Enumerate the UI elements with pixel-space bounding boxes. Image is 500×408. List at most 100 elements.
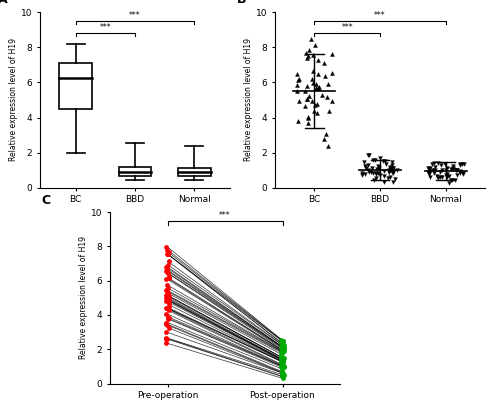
Point — [279, 373, 287, 380]
Point — [162, 311, 170, 317]
Point — [301, 103, 309, 110]
Point — [434, 160, 442, 166]
Point — [304, 47, 312, 53]
Point — [162, 321, 170, 328]
Point — [277, 340, 285, 347]
Point — [277, 337, 285, 344]
Point — [390, 165, 398, 171]
Point — [384, 167, 392, 173]
Point — [456, 168, 464, 174]
Point — [164, 270, 172, 276]
Point — [162, 329, 170, 336]
Point — [456, 162, 464, 169]
Point — [302, 49, 310, 56]
Point — [390, 175, 398, 182]
Point — [278, 337, 286, 344]
Point — [448, 177, 456, 183]
Point — [369, 157, 377, 163]
Point — [303, 55, 311, 61]
Text: B: B — [237, 0, 246, 7]
Point — [370, 157, 378, 163]
Point — [459, 170, 467, 176]
Point — [362, 165, 370, 172]
Point — [314, 85, 322, 92]
Point — [278, 357, 285, 364]
Point — [452, 167, 460, 173]
Point — [385, 169, 393, 175]
Point — [162, 264, 170, 270]
Point — [328, 97, 336, 104]
Point — [293, 71, 301, 78]
Point — [320, 60, 328, 66]
Point — [458, 160, 466, 167]
Point — [304, 53, 312, 60]
Y-axis label: Relative expression level of H19: Relative expression level of H19 — [244, 38, 253, 162]
Point — [361, 163, 369, 169]
Point — [374, 170, 382, 176]
Point — [385, 169, 393, 175]
Point — [280, 363, 288, 370]
Point — [424, 164, 432, 171]
Point — [278, 346, 286, 353]
Point — [279, 375, 287, 381]
Point — [278, 359, 285, 365]
Point — [164, 285, 172, 291]
Point — [387, 166, 395, 172]
Point — [164, 274, 172, 280]
Point — [449, 165, 457, 172]
Point — [310, 52, 318, 58]
Point — [164, 293, 172, 299]
FancyBboxPatch shape — [60, 63, 92, 109]
Point — [386, 164, 394, 171]
Point — [361, 171, 369, 177]
Point — [310, 108, 318, 115]
Point — [425, 166, 433, 173]
Point — [162, 340, 170, 346]
Point — [162, 319, 170, 326]
Point — [388, 162, 396, 168]
Point — [277, 344, 285, 350]
Point — [458, 171, 466, 178]
Point — [162, 298, 170, 305]
Point — [164, 251, 172, 257]
Point — [308, 75, 316, 82]
Point — [376, 165, 384, 171]
Point — [372, 175, 380, 181]
Point — [278, 363, 285, 370]
Point — [451, 177, 459, 184]
Point — [446, 166, 454, 172]
Point — [389, 169, 397, 175]
Point — [278, 341, 286, 347]
Point — [164, 290, 172, 296]
Point — [388, 158, 396, 165]
Point — [438, 174, 446, 180]
Point — [162, 244, 170, 250]
Point — [164, 258, 172, 264]
Point — [280, 371, 288, 378]
Point — [389, 179, 397, 185]
Point — [314, 71, 322, 77]
Point — [164, 315, 172, 322]
Point — [162, 268, 170, 274]
Point — [358, 171, 366, 178]
Point — [430, 170, 438, 177]
Point — [374, 162, 382, 169]
Point — [162, 276, 170, 283]
Point — [294, 77, 302, 83]
Point — [318, 92, 326, 98]
Point — [280, 359, 287, 365]
Point — [456, 161, 464, 167]
Point — [426, 171, 434, 177]
Point — [366, 169, 374, 175]
Point — [308, 35, 316, 42]
Point — [164, 305, 172, 312]
Point — [428, 167, 436, 174]
Point — [328, 70, 336, 76]
Point — [280, 345, 288, 351]
Point — [278, 357, 286, 364]
Text: A: A — [0, 0, 8, 7]
Point — [444, 165, 452, 172]
Point — [162, 292, 170, 298]
Point — [280, 344, 287, 351]
Y-axis label: Relative expression level of H19: Relative expression level of H19 — [79, 236, 88, 359]
